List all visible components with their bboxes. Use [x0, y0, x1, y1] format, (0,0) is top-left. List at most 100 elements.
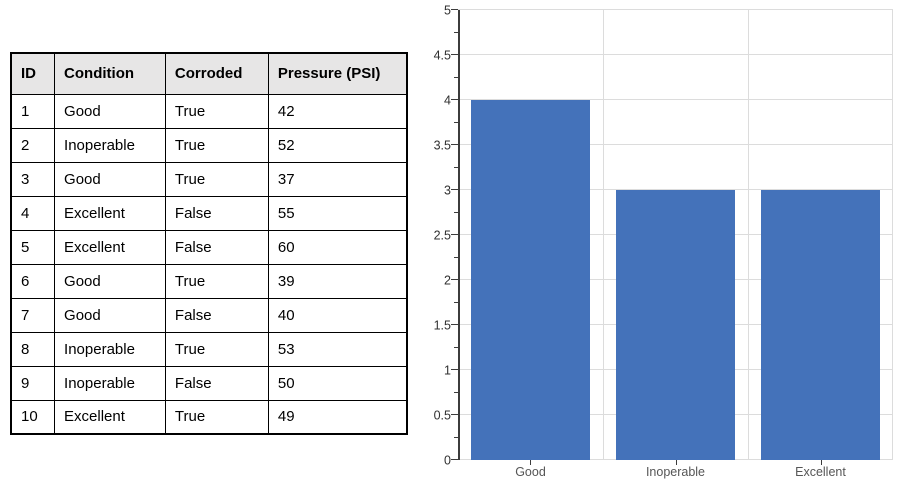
table-cell: Excellent	[54, 229, 166, 265]
table-cell: 8	[10, 331, 56, 367]
h-gridline	[458, 9, 893, 10]
table-cell: 50	[267, 365, 408, 401]
table-row: 5 Excellent False 60	[10, 229, 408, 265]
table-row: 4 Excellent False 55	[10, 195, 408, 231]
y-axis-major-tick	[451, 234, 458, 235]
table-cell: Good	[54, 297, 166, 333]
y-axis-major-tick	[451, 54, 458, 55]
table-header: ID Condition Corroded Pressure (PSI)	[10, 52, 408, 95]
h-gridline	[458, 99, 893, 100]
x-axis-tick	[820, 460, 822, 465]
column-header: ID	[10, 52, 56, 95]
table-row: 2 Inoperable True 52	[10, 127, 408, 163]
y-axis-minor-tick	[454, 166, 458, 168]
table-cell: Inoperable	[54, 127, 166, 163]
table-cell: 4	[10, 195, 56, 231]
y-axis-labels: 0 0.5 1 1.5 2 2.5 3 3.5 4 4.5 5	[410, 4, 451, 466]
table-cell: 42	[267, 93, 408, 129]
y-axis-tick-label: 0	[444, 452, 451, 467]
x-axis-tick	[530, 460, 532, 465]
table-cell: True	[164, 331, 269, 367]
y-axis-tick-label: 2	[444, 272, 451, 287]
y-axis-major-tick	[451, 99, 458, 100]
y-axis-major-tick	[451, 369, 458, 370]
table-cell: Good	[54, 263, 166, 299]
x-axis-label: Inoperable	[645, 465, 706, 479]
h-gridline	[458, 54, 893, 55]
table-cell: Excellent	[54, 399, 166, 435]
table-cell: 49	[267, 399, 408, 435]
column-header: Corroded	[164, 52, 269, 95]
table-cell: 9	[10, 365, 56, 401]
v-gridline	[747, 10, 749, 460]
table-cell: 10	[10, 399, 56, 435]
table-cell: 7	[10, 297, 56, 333]
table-cell: 40	[267, 297, 408, 333]
table-cell: 39	[267, 263, 408, 299]
y-axis-tick-label: 5	[444, 2, 451, 17]
x-axis-tick	[675, 460, 677, 465]
table-row: 10 Excellent True 49	[10, 399, 408, 435]
table-cell: True	[164, 93, 269, 129]
table-cell: 2	[10, 127, 56, 163]
y-axis-major-tick	[451, 414, 458, 415]
table-row: 1 Good True 42	[10, 93, 408, 129]
plot-area	[451, 9, 893, 465]
table-cell: True	[164, 399, 269, 435]
table-row: 3 Good True 37	[10, 161, 408, 197]
y-axis-tick-label: 3	[444, 182, 451, 197]
y-axis-minor-tick	[454, 436, 458, 438]
x-axis-label: Good	[515, 465, 546, 479]
table-cell: True	[164, 263, 269, 299]
table-body: 1 Good True 42 2 Inoperable True 52 3 Good True 37 4…	[10, 93, 408, 435]
y-axis-minor-tick	[454, 211, 458, 213]
table-cell: Inoperable	[54, 365, 166, 401]
table-cell: 6	[10, 263, 56, 299]
bar-good	[471, 100, 590, 460]
y-axis-line	[458, 10, 460, 460]
table-cell: False	[164, 297, 269, 333]
table-cell: 5	[10, 229, 56, 265]
y-axis-minor-tick	[454, 121, 458, 123]
y-axis-major-tick	[451, 324, 458, 325]
h-gridline	[458, 144, 893, 145]
bar-inoperable	[616, 190, 735, 460]
y-axis-minor-tick	[454, 346, 458, 348]
table-row: 9 Inoperable False 50	[10, 365, 408, 401]
x-axis-label: Excellent	[795, 465, 846, 479]
y-axis-tick-label: 1	[444, 362, 451, 377]
table-cell: True	[164, 127, 269, 163]
y-axis-minor-tick	[454, 31, 458, 33]
table-cell: 55	[267, 195, 408, 231]
y-axis-minor-tick	[454, 301, 458, 303]
h-gridline	[458, 189, 893, 190]
y-axis-major-tick	[451, 9, 458, 10]
y-axis-tick-label: 0.5	[433, 407, 451, 422]
y-axis-tick-label: 4.5	[433, 47, 451, 62]
y-axis-tick-label: 1.5	[433, 317, 451, 332]
y-axis-minor-tick	[454, 76, 458, 78]
table-cell: Excellent	[54, 195, 166, 231]
v-gridline	[602, 10, 604, 460]
table-cell: Good	[54, 161, 166, 197]
table-cell: False	[164, 195, 269, 231]
y-axis-tick-label: 3.5	[433, 137, 451, 152]
y-axis-minor-tick	[454, 256, 458, 258]
y-axis-major-tick	[451, 279, 458, 280]
y-axis-major-tick	[451, 459, 458, 460]
y-axis-major-tick	[451, 144, 458, 145]
x-axis-labels: Good Inoperable Excellent	[458, 466, 893, 482]
table-cell: 37	[267, 161, 408, 197]
table-cell: 53	[267, 331, 408, 367]
table-row: 7 Good False 40	[10, 297, 408, 333]
table-cell: False	[164, 365, 269, 401]
v-gridline	[892, 10, 893, 460]
table-cell: False	[164, 229, 269, 265]
bar-chart: 0 0.5 1 1.5 2 2.5 3 3.5 4 4.5 5 Good Inoperable Exce…	[410, 0, 904, 487]
bar-excellent	[761, 190, 880, 460]
column-header: Pressure (PSI)	[267, 52, 408, 95]
table-header-row: ID Condition Corroded Pressure (PSI)	[10, 52, 408, 95]
data-table: ID Condition Corroded Pressure (PSI) 1 Good T…	[10, 52, 408, 435]
column-header: Condition	[54, 52, 166, 95]
y-axis-tick-label: 4	[444, 92, 451, 107]
